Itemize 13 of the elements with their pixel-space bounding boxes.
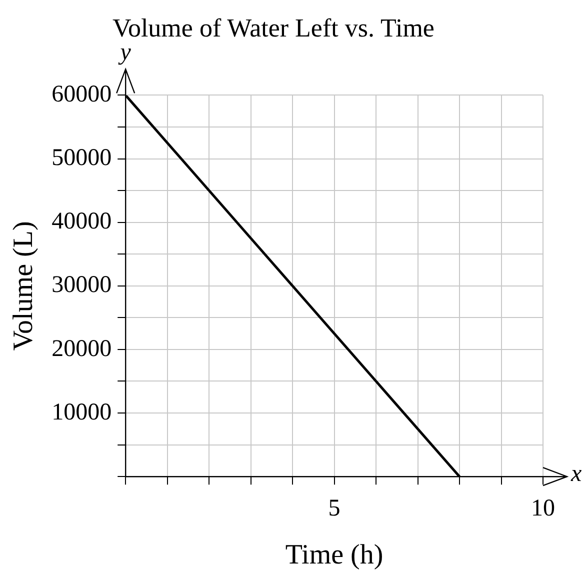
chart-title: Volume of Water Left vs. Time bbox=[112, 13, 434, 42]
y-tick-label: 50000 bbox=[52, 145, 112, 172]
y-tick-label: 30000 bbox=[52, 272, 112, 298]
y-tick-label: 10000 bbox=[52, 399, 112, 426]
x-tick-label: 5 bbox=[328, 495, 340, 522]
text: x bbox=[570, 460, 582, 487]
text: y bbox=[118, 40, 132, 66]
x-tick-label: 10 bbox=[531, 495, 555, 522]
y-tick-label: 60000 bbox=[52, 81, 112, 108]
x-axis-title: Time (h) bbox=[285, 540, 384, 571]
y-tick-label: 20000 bbox=[52, 336, 112, 362]
y-axis-title: Volume (L) bbox=[8, 221, 40, 351]
y-tick-label: 40000 bbox=[52, 208, 112, 235]
